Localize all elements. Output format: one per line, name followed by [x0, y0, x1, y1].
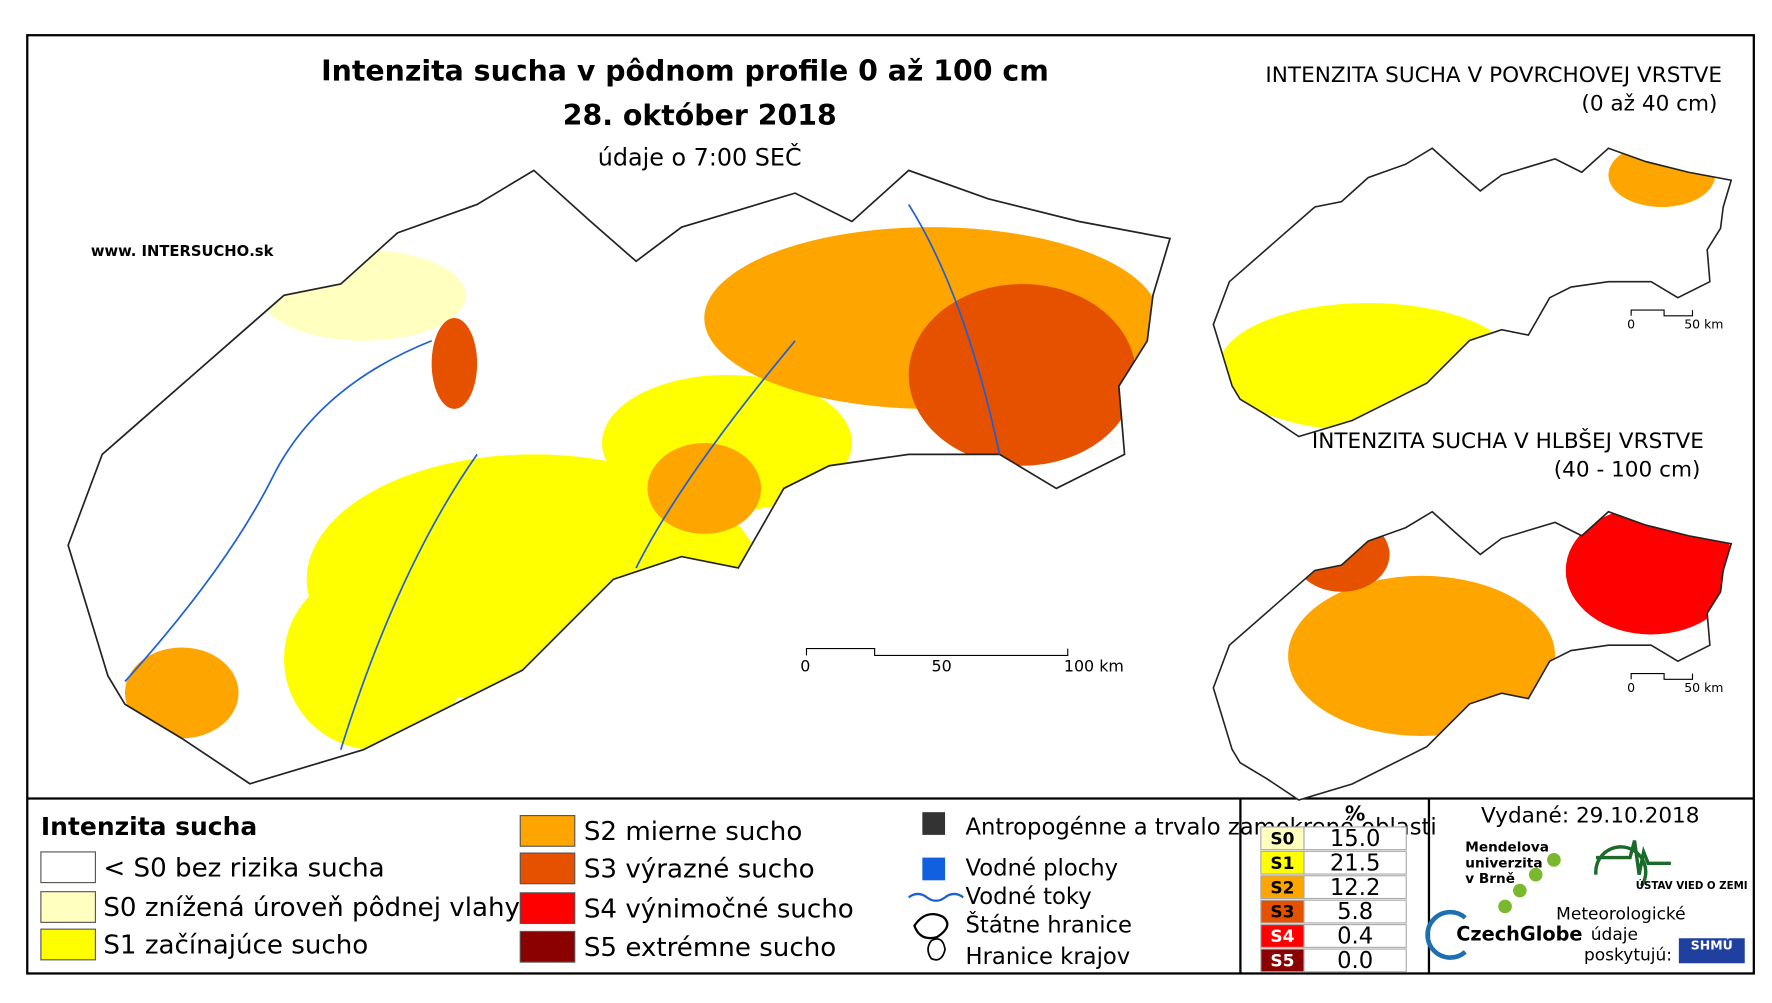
title: Intenzita sucha v pôdnom profile 0 až 10…	[321, 55, 1049, 88]
legend-swatch	[519, 852, 576, 885]
legend-label: S2 mierne sucho	[584, 817, 802, 847]
legend-label: S3 výrazné sucho	[584, 855, 815, 885]
feature-label: Vodné toky	[966, 884, 1092, 910]
table-class: S3	[1270, 903, 1294, 923]
legend-swatch	[519, 815, 576, 847]
table-value: 21.5	[1330, 850, 1381, 876]
legend: < S0 bez rizika sucha S0 znížená úroveň p…	[40, 815, 854, 963]
scale-label: 0	[800, 656, 810, 675]
inset-subtitle: (40 - 100 cm)	[1554, 457, 1701, 482]
table-value-cell	[1303, 826, 1407, 851]
legend-swatch	[40, 928, 96, 961]
logo-text: univerzita	[1465, 855, 1542, 871]
table-value: 15.0	[1330, 826, 1381, 852]
legend-label: S4 výnimočné sucho	[584, 894, 854, 924]
issued: Vydané: 29.10.2018	[1481, 804, 1699, 829]
website: www. INTERSUCHO.sk	[91, 243, 275, 260]
table-value: 5.8	[1337, 899, 1373, 925]
logo-text: CzechGlobe	[1456, 922, 1582, 945]
provided: údaje	[1591, 925, 1638, 945]
legend-title: Intenzita sucha	[41, 812, 257, 841]
table-value: 0.0	[1337, 948, 1373, 974]
legend-swatch	[519, 930, 576, 963]
inset-title: INTENZITA SUCHA V HLBŠEJ VRSTVE	[1312, 428, 1704, 454]
logo-mark	[1594, 840, 1671, 887]
logo-mark	[1678, 938, 1745, 964]
feature-icon	[927, 938, 946, 961]
logo-text: v Brně	[1465, 871, 1515, 887]
feature-label: Hranice krajov	[966, 944, 1131, 970]
scale-bar	[1630, 309, 1694, 317]
legend-label: S1 začínajúce sucho	[103, 931, 368, 961]
scale-label: 50	[932, 656, 952, 675]
feature-icon	[908, 892, 964, 902]
logo-text: SHMÚ	[1691, 938, 1733, 953]
table-class: S1	[1270, 854, 1294, 874]
legend-label: S5 extrémne sucho	[584, 933, 836, 963]
logo-text: Mendelova	[1465, 839, 1549, 855]
table-value-cell	[1303, 899, 1407, 924]
inset-subtitle: (0 až 40 cm)	[1581, 92, 1717, 117]
scale-bar	[1630, 673, 1694, 680]
percent-table: S0 15.0 S1 21.5 S2 12.2 S3 5.8 S4 0.4 S5 0.0	[1260, 826, 1407, 974]
table-value-cell	[1303, 875, 1407, 900]
legend-label: < S0 bez rizika sucha	[103, 853, 384, 883]
inset-title: INTENZITA SUCHA V POVRCHOVEJ VRSTVE	[1265, 63, 1722, 88]
feature-label: Vodné plochy	[966, 855, 1119, 881]
scale-label: 0	[1627, 316, 1635, 331]
table-class: S2	[1270, 878, 1294, 898]
legend-label: S0 znížená úroveň pôdnej vlahy	[103, 893, 520, 923]
feature-icon	[913, 913, 949, 940]
table-value-cell	[1303, 924, 1407, 948]
legend-swatch	[40, 891, 96, 923]
scale-label: 50 km	[1684, 680, 1723, 695]
scale-label: 50 km	[1684, 316, 1723, 331]
date: 28. október 2018	[563, 99, 837, 132]
scale-label: 100 km	[1064, 656, 1124, 675]
logo-mark	[1425, 909, 1467, 960]
main-map	[67, 169, 1171, 785]
logo-text: ÚSTAV VIED O ZEMI	[1636, 879, 1748, 892]
table-class: S4	[1270, 927, 1294, 947]
table-value-cell	[1303, 850, 1407, 875]
subtitle: údaje o 7:00 SEČ	[598, 144, 802, 172]
table-class: S5	[1270, 952, 1294, 972]
table-header: %	[1345, 801, 1365, 825]
table-value: 0.4	[1337, 924, 1373, 950]
logo-dots	[1498, 853, 1561, 914]
inset-map	[1212, 510, 1733, 801]
feature-icon	[922, 857, 946, 881]
table-class: S0	[1270, 829, 1294, 849]
feature-icon	[922, 812, 946, 835]
provided: Meteorologické	[1556, 904, 1685, 924]
table-value-cell	[1303, 948, 1407, 973]
legend-swatch	[40, 851, 96, 884]
scale-label: 0	[1627, 680, 1635, 695]
scale-bar	[805, 648, 1069, 656]
table-value: 12.2	[1330, 875, 1381, 901]
legend-swatch	[519, 892, 576, 925]
feature-label: Štátne hranice	[966, 910, 1132, 938]
provided: poskytujú:	[1584, 945, 1672, 965]
